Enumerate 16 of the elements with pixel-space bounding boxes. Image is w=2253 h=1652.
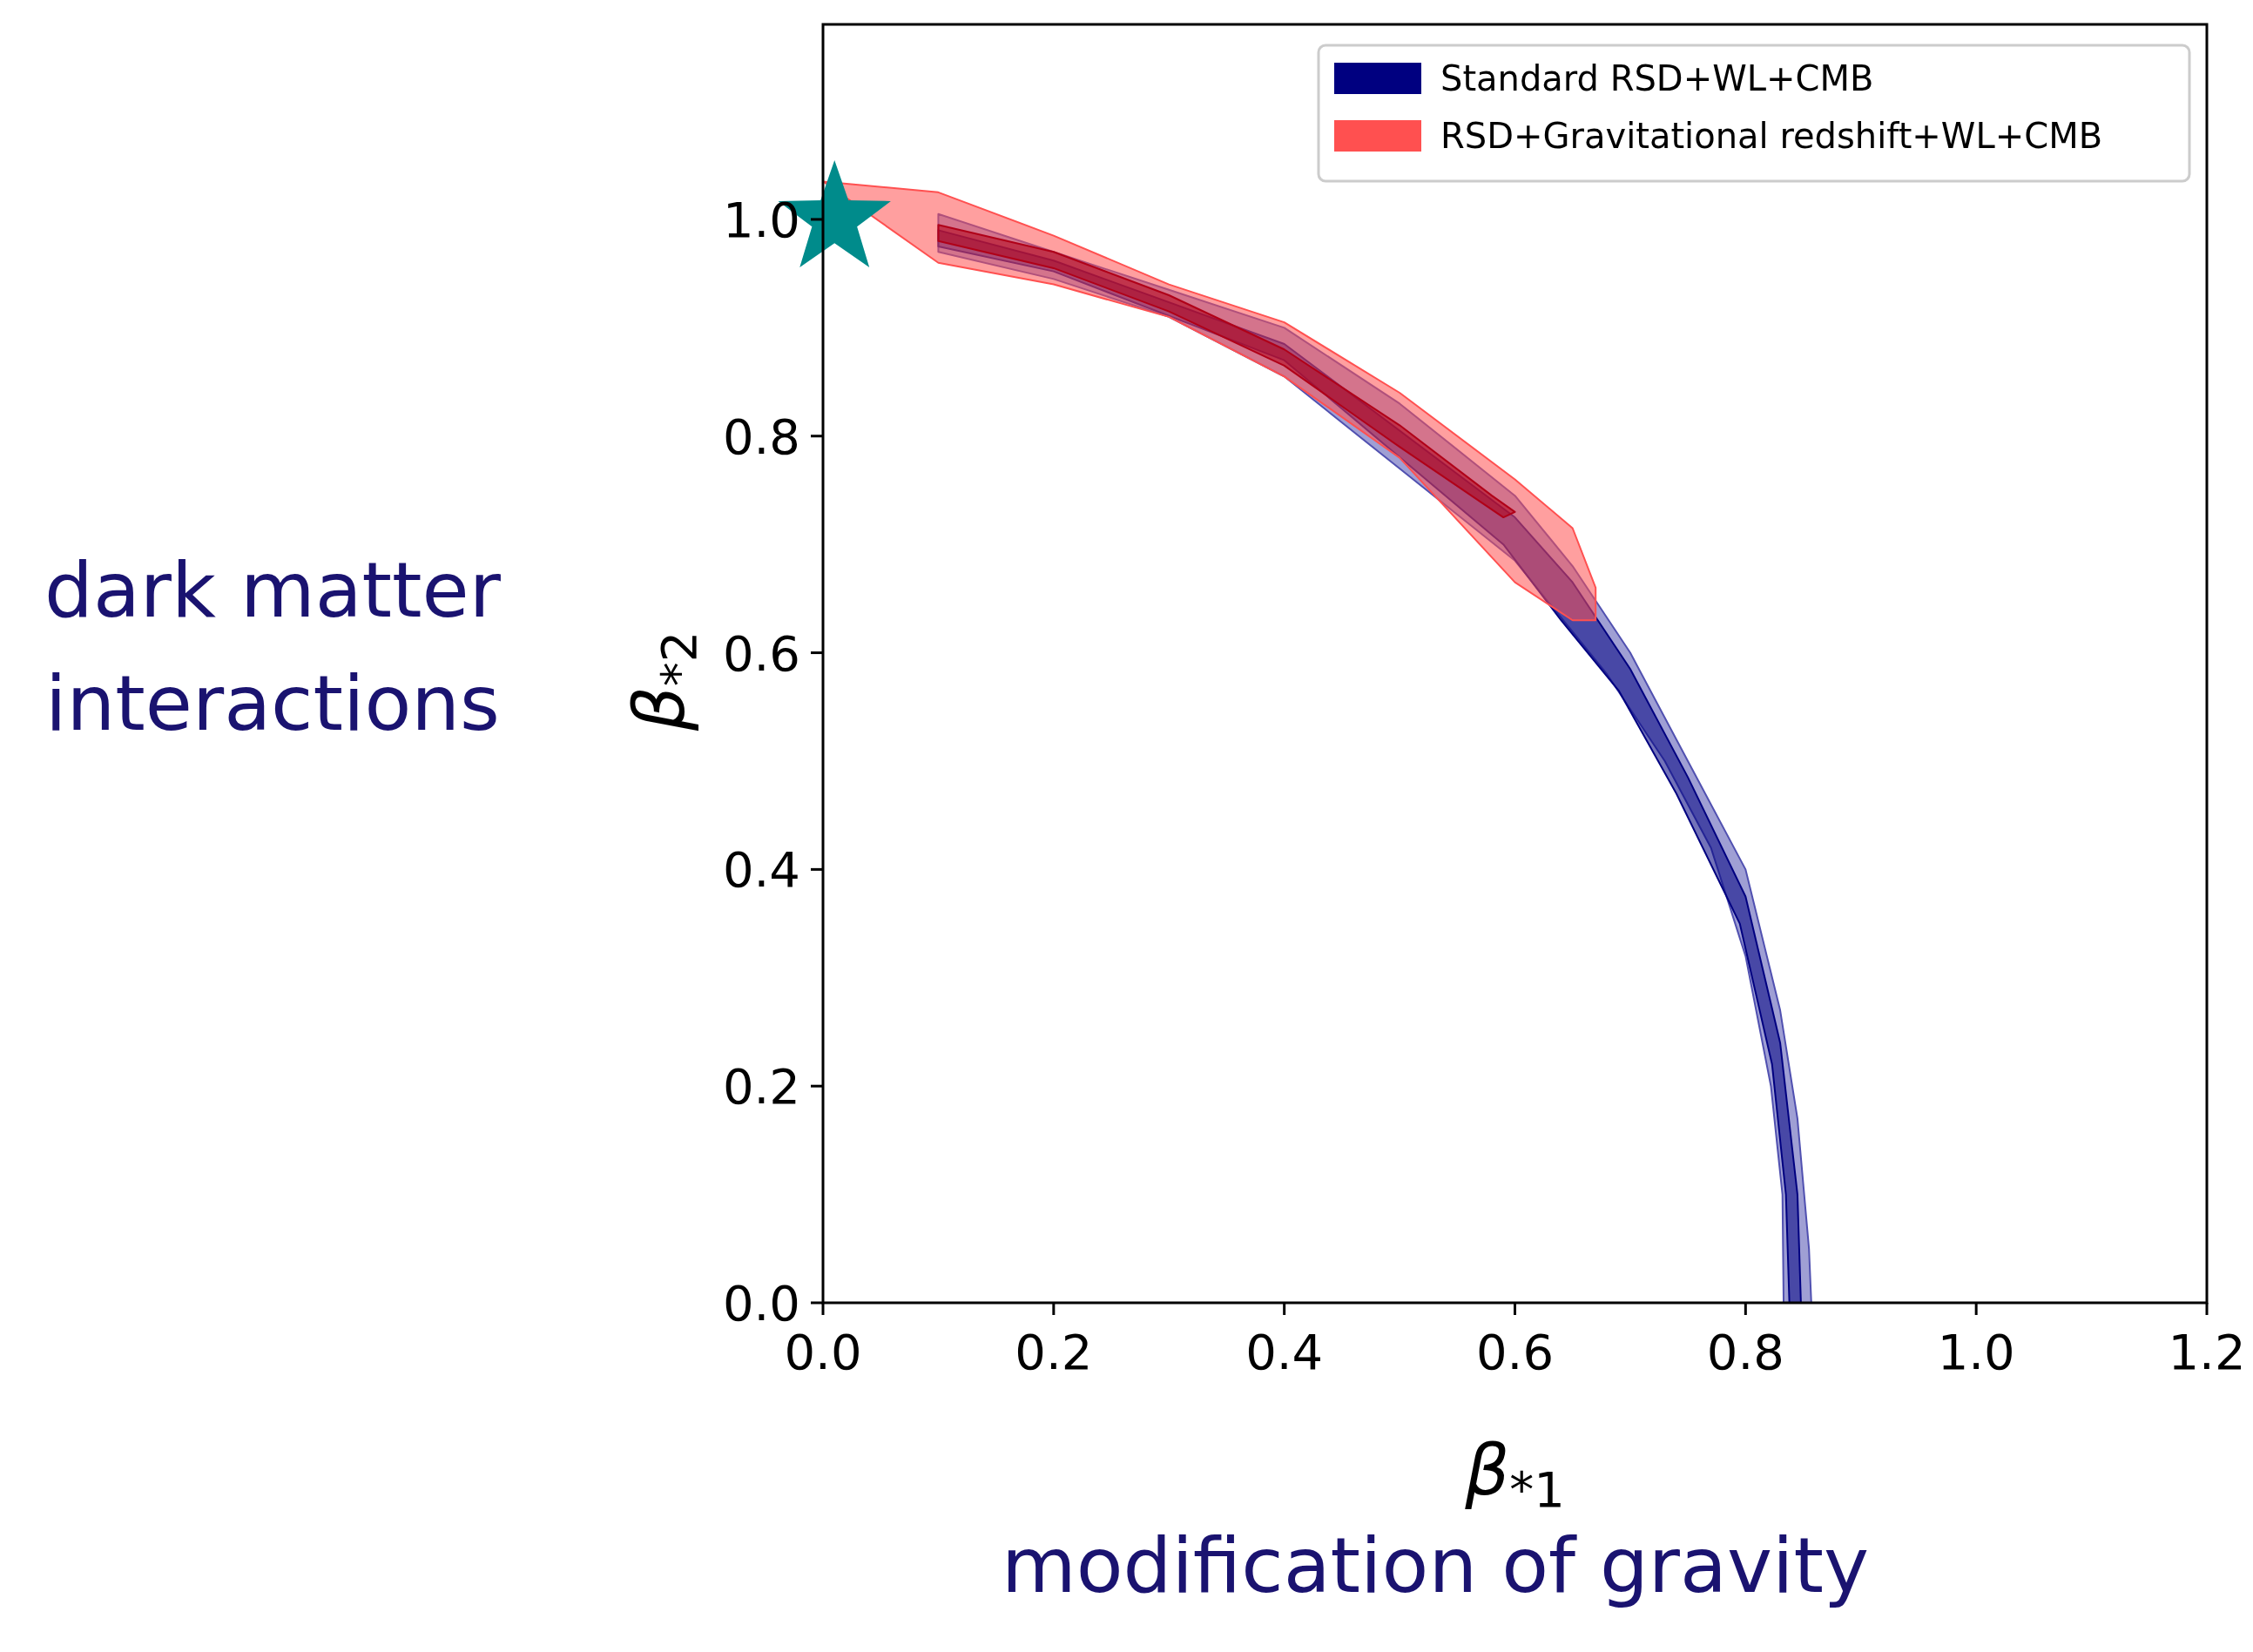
legend-label: RSD+Gravitational redshift+WL+CMB	[1440, 116, 2103, 156]
y-tick-label: 0.2	[722, 1058, 800, 1116]
x-tick-label: 0.2	[1015, 1324, 1093, 1380]
y-tick-label: 1.0	[722, 191, 800, 248]
x-axis-title: β$_{*1}$	[1464, 1430, 1565, 1518]
x-tick-label: 0.6	[1475, 1324, 1555, 1380]
x-tick-label: 0.8	[1706, 1324, 1784, 1380]
legend-label: Standard RSD+WL+CMB	[1440, 58, 1874, 98]
x-tick-label: 1.2	[2168, 1324, 2246, 1380]
y-tick-label: 0.4	[722, 841, 800, 899]
y-tick-label: 0.6	[722, 624, 800, 682]
x-tick-label: 0.4	[1245, 1324, 1324, 1380]
x-tick-label: 1.0	[1937, 1324, 2015, 1380]
text: modification of gravity	[1001, 1521, 1870, 1610]
text: dark matter interactions	[44, 545, 502, 748]
y-tick-label: 0.8	[722, 408, 800, 465]
